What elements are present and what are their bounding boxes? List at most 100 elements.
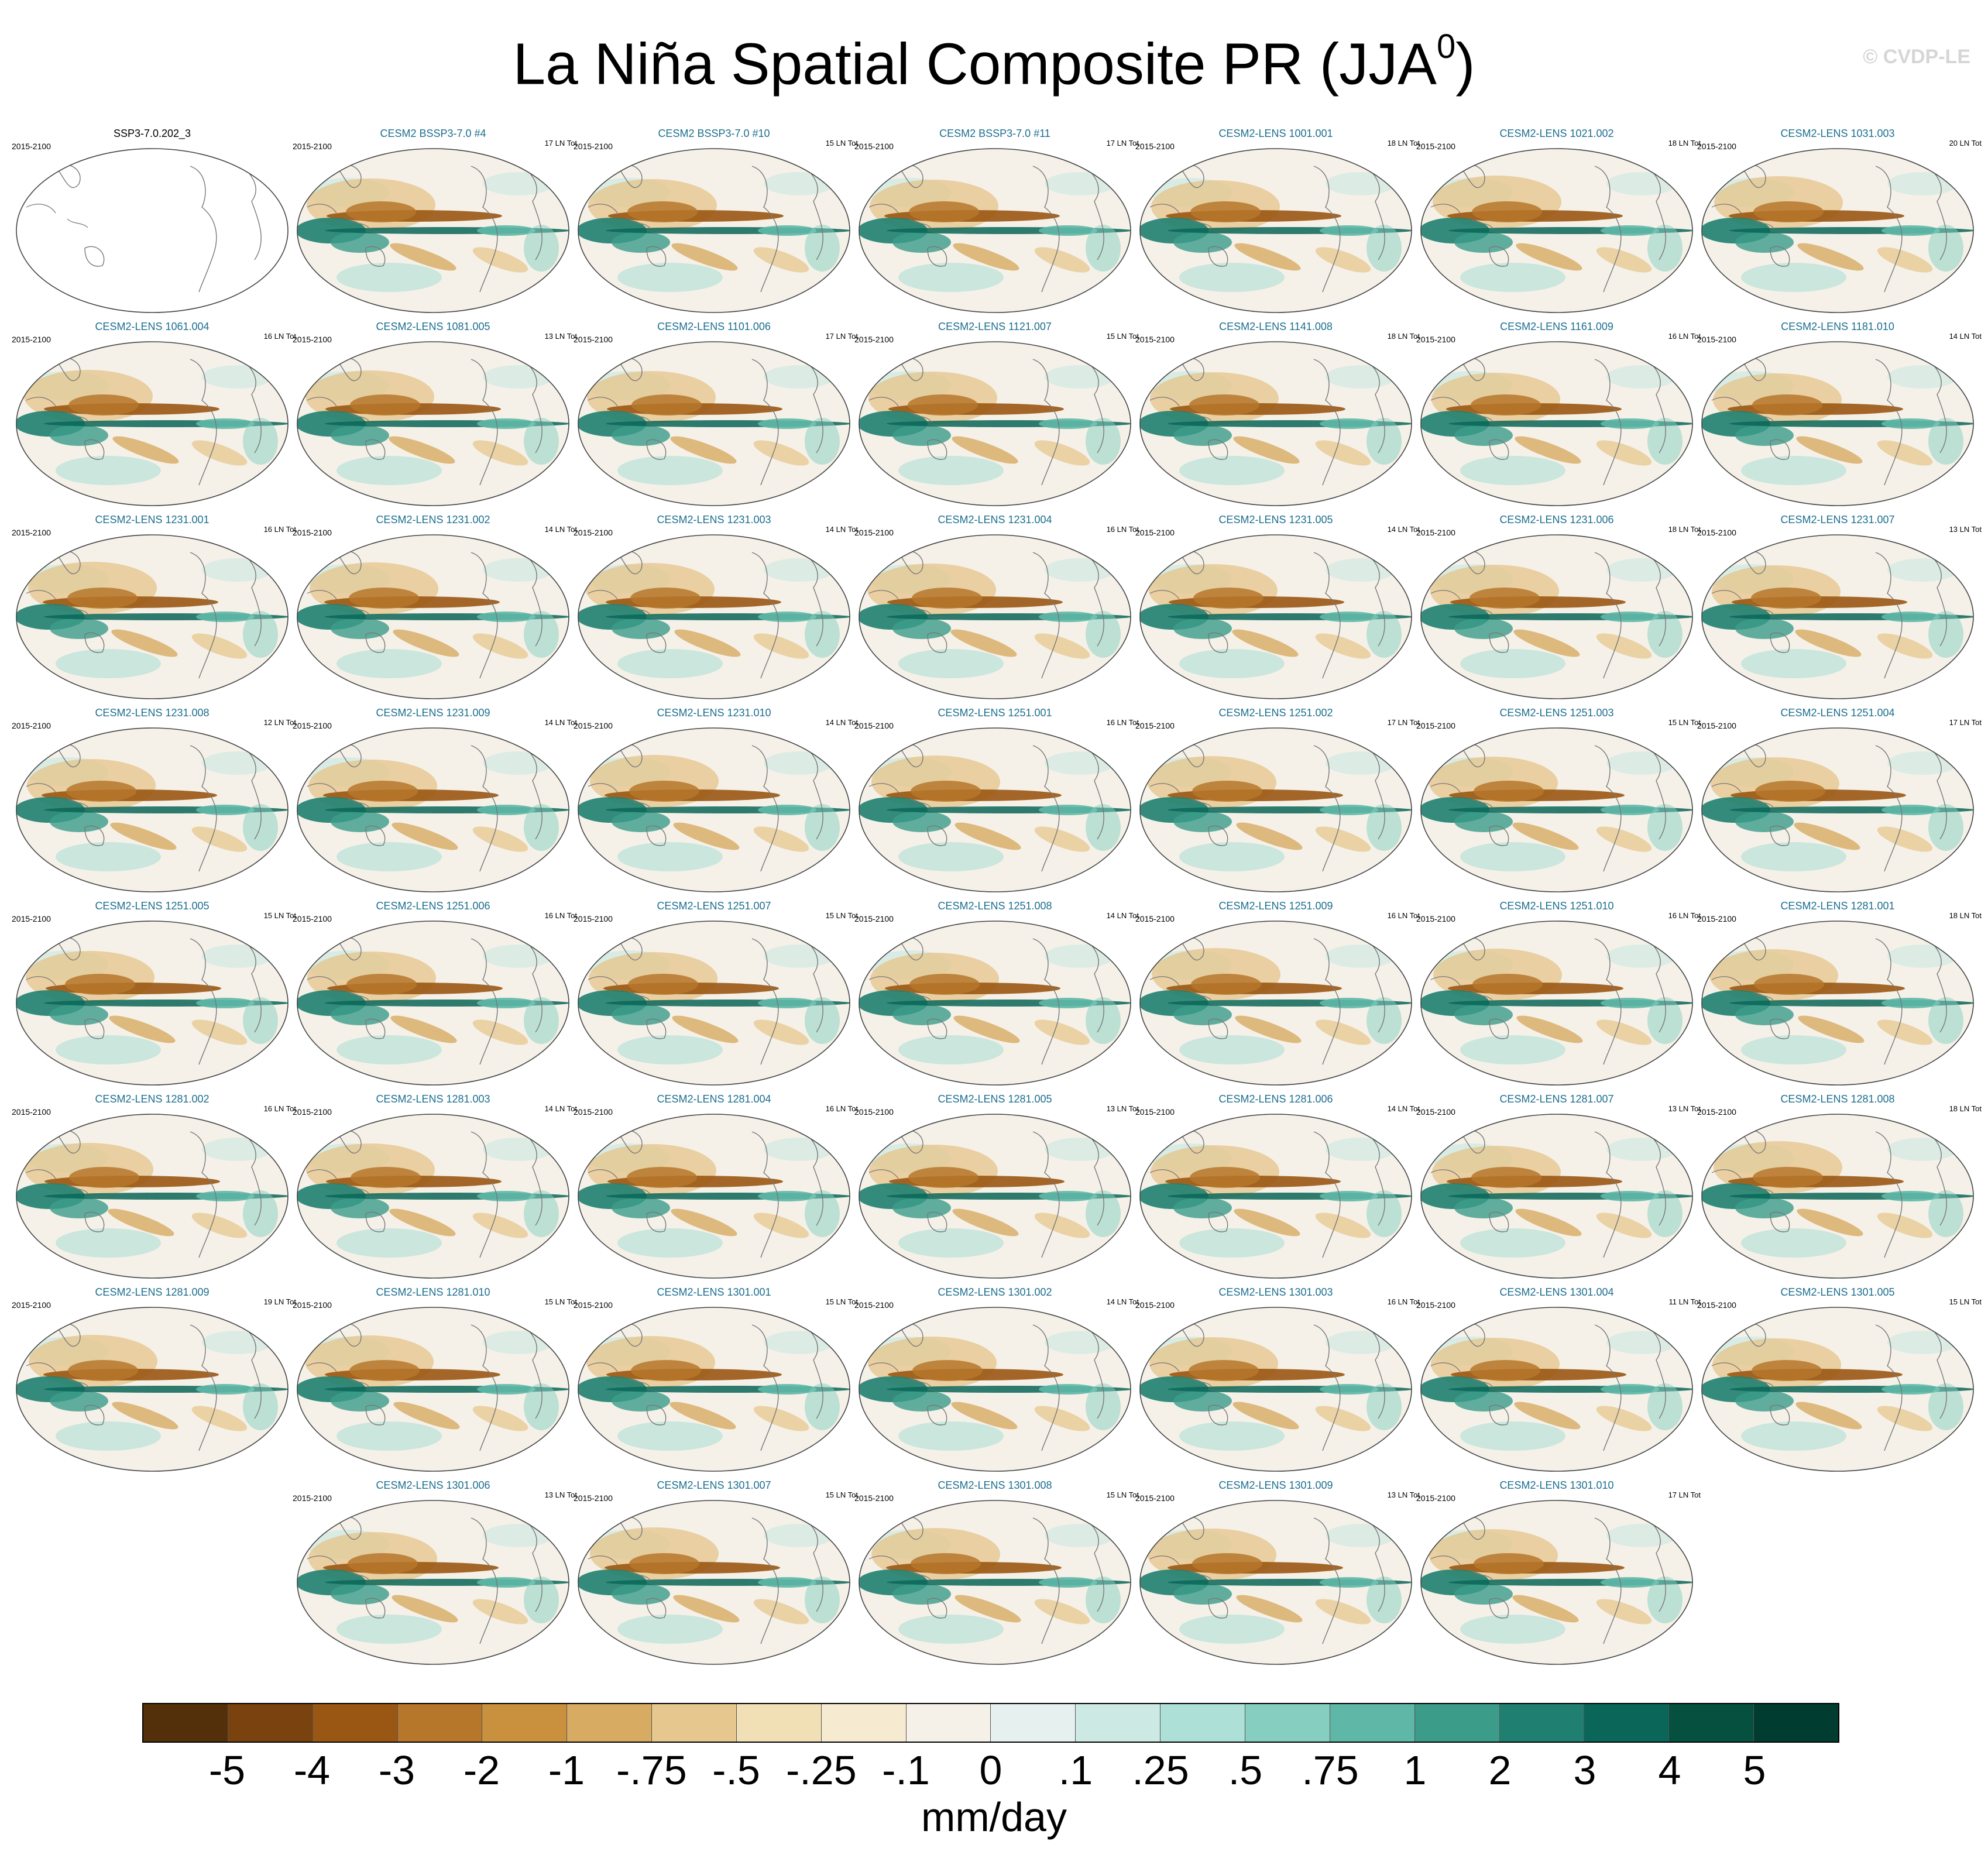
panel-years: 2015-2100	[854, 1107, 894, 1117]
panel-title: CESM2 BSSP3-7.0 #4	[380, 128, 486, 139]
ensemble-map-panel: CESM2-LENS 1031.003 2015-2100 20 LN Tot	[1697, 128, 1982, 322]
panel-title: CESM2-LENS 1281.006	[1218, 1093, 1333, 1105]
map-plot	[859, 1114, 1131, 1279]
panel-title: SSP3-7.0.202_3	[113, 128, 191, 139]
map-plot	[578, 921, 850, 1086]
panel-la-nina-count: 16 LN Tot	[1106, 718, 1139, 727]
colorbar-tick-label: .5	[1228, 1747, 1263, 1793]
panel-years: 2015-2100	[854, 1300, 894, 1310]
map-plot	[1420, 1114, 1693, 1279]
ensemble-map-panel: CESM2-LENS 1141.008 2015-2100 18 LN Tot	[1135, 321, 1420, 515]
panel-la-nina-count: 18 LN Tot	[1387, 332, 1420, 341]
title-suffix: )	[1455, 31, 1475, 97]
panel-years: 2015-2100	[293, 721, 332, 730]
panel-title: CESM2-LENS 1251.004	[1780, 707, 1895, 719]
colorbar-tick-label: 3	[1573, 1747, 1596, 1793]
map-plot	[1701, 1114, 1974, 1279]
ensemble-map-panel: CESM2-LENS 1231.002 2015-2100 14 LN Tot	[293, 514, 577, 708]
map-plot	[16, 341, 289, 506]
map-plot	[1139, 534, 1412, 699]
map-plot	[1420, 148, 1693, 313]
ensemble-map-panel: CESM2-LENS 1121.007 2015-2100 15 LN Tot	[854, 321, 1139, 515]
colorbar-tick-label: -4	[293, 1747, 331, 1793]
ensemble-map-panel: CESM2-LENS 1301.006 2015-2100 13 LN Tot	[293, 1479, 577, 1674]
colorbar-tick-label: -5	[208, 1747, 246, 1793]
ensemble-map-panel: CESM2-LENS 1061.004 2015-2100 16 LN Tot	[12, 321, 296, 515]
ensemble-map-panel: CESM2-LENS 1251.002 2015-2100 17 LN Tot	[1135, 707, 1420, 901]
map-plot	[1139, 1307, 1412, 1472]
panel-title: CESM2-LENS 1251.002	[1218, 707, 1333, 719]
map-plot	[297, 1307, 569, 1472]
colorbar-tick-label: .75	[1302, 1747, 1359, 1793]
panel-years: 2015-2100	[574, 142, 613, 151]
panel-title: CESM2-LENS 1281.001	[1780, 900, 1895, 912]
panel-title: CESM2-LENS 1281.008	[1780, 1093, 1895, 1105]
panel-la-nina-count: 16 LN Tot	[544, 911, 577, 920]
map-plot	[16, 148, 289, 313]
map-plot	[1420, 727, 1693, 892]
ensemble-map-panel: CESM2-LENS 1281.002 2015-2100 16 LN Tot	[12, 1093, 296, 1287]
ensemble-map-panel: CESM2-LENS 1281.005 2015-2100 13 LN Tot	[854, 1093, 1139, 1287]
ensemble-map-panel: CESM2-LENS 1301.002 2015-2100 14 LN Tot	[854, 1286, 1139, 1481]
colorbar-swatch	[482, 1704, 568, 1742]
panel-la-nina-count: 15 LN Tot	[544, 1297, 577, 1306]
ensemble-map-panel: CESM2 BSSP3-7.0 #4 2015-2100 17 LN Tot	[293, 128, 577, 322]
ensemble-map-panel: CESM2-LENS 1231.008 2015-2100 12 LN Tot	[12, 707, 296, 901]
colorbar-tick-label: .25	[1132, 1747, 1189, 1793]
panel-title: CESM2-LENS 1251.007	[657, 900, 771, 912]
map-plot	[16, 534, 289, 699]
colorbar-swatch	[228, 1704, 313, 1742]
map-plot	[297, 534, 569, 699]
panel-la-nina-count: 15 LN Tot	[1949, 1297, 1982, 1306]
panel-title: CESM2-LENS 1281.005	[938, 1093, 1052, 1105]
ensemble-map-panel: CESM2-LENS 1251.005 2015-2100 15 LN Tot	[12, 900, 296, 1094]
panel-years: 2015-2100	[1135, 914, 1175, 923]
panel-la-nina-count: 15 LN Tot	[1106, 1490, 1139, 1499]
panel-years: 2015-2100	[1135, 335, 1175, 344]
panel-la-nina-count: 16 LN Tot	[1387, 1297, 1420, 1306]
map-plot	[578, 727, 850, 892]
map-plot	[297, 1500, 569, 1665]
panel-title: CESM2-LENS 1251.003	[1499, 707, 1614, 719]
colorbar-tick-label: 4	[1658, 1747, 1681, 1793]
panel-title: CESM2-LENS 1281.003	[376, 1093, 490, 1105]
ensemble-map-panel: CESM2-LENS 1281.001 2015-2100 18 LN Tot	[1697, 900, 1982, 1094]
panel-la-nina-count: 20 LN Tot	[1949, 139, 1982, 147]
ensemble-map-panel: CESM2-LENS 1301.009 2015-2100 13 LN Tot	[1135, 1479, 1420, 1674]
ensemble-map-panel: CESM2-LENS 1301.010 2015-2100 17 LN Tot	[1416, 1479, 1701, 1674]
panel-years: 2015-2100	[574, 335, 613, 344]
colorbar-tick-label: -.75	[616, 1747, 687, 1793]
ensemble-map-panel: CESM2-LENS 1231.007 2015-2100 13 LN Tot	[1697, 514, 1982, 708]
panel-la-nina-count: 16 LN Tot	[1106, 525, 1139, 534]
map-plot	[578, 1307, 850, 1472]
map-plot	[859, 921, 1131, 1086]
panel-years: 2015-2100	[12, 914, 51, 923]
panel-title: CESM2-LENS 1301.007	[657, 1479, 771, 1491]
panel-title: CESM2-LENS 1231.004	[938, 514, 1052, 526]
colorbar-tick-label: 5	[1743, 1747, 1766, 1793]
panel-years: 2015-2100	[12, 1300, 51, 1310]
map-plot	[16, 1307, 289, 1472]
panel-title: CESM2-LENS 1231.009	[376, 707, 490, 719]
panel-years: 2015-2100	[1416, 1107, 1455, 1117]
map-plot	[859, 1500, 1131, 1665]
ensemble-map-panel: CESM2-LENS 1301.008 2015-2100 15 LN Tot	[854, 1479, 1139, 1674]
panel-la-nina-count: 17 LN Tot	[1106, 139, 1139, 147]
panel-la-nina-count: 18 LN Tot	[1387, 139, 1420, 147]
panel-years: 2015-2100	[854, 142, 894, 151]
map-plot	[1139, 1500, 1412, 1665]
panel-years: 2015-2100	[1416, 1493, 1455, 1503]
panel-la-nina-count: 16 LN Tot	[263, 332, 296, 341]
panel-la-nina-count: 14 LN Tot	[544, 525, 577, 534]
panel-years: 2015-2100	[12, 335, 51, 344]
panel-la-nina-count: 14 LN Tot	[1106, 1297, 1139, 1306]
panel-title: CESM2-LENS 1231.008	[95, 707, 210, 719]
panel-title: CESM2-LENS 1231.005	[1218, 514, 1333, 526]
panel-la-nina-count: 16 LN Tot	[263, 1104, 296, 1113]
colorbar-swatch	[1160, 1704, 1245, 1742]
map-plot	[1139, 1114, 1412, 1279]
map-plot	[1420, 921, 1693, 1086]
panel-title: CESM2-LENS 1301.008	[938, 1479, 1052, 1491]
panel-title: CESM2-LENS 1281.010	[376, 1286, 490, 1298]
panel-la-nina-count: 18 LN Tot	[1949, 1104, 1982, 1113]
